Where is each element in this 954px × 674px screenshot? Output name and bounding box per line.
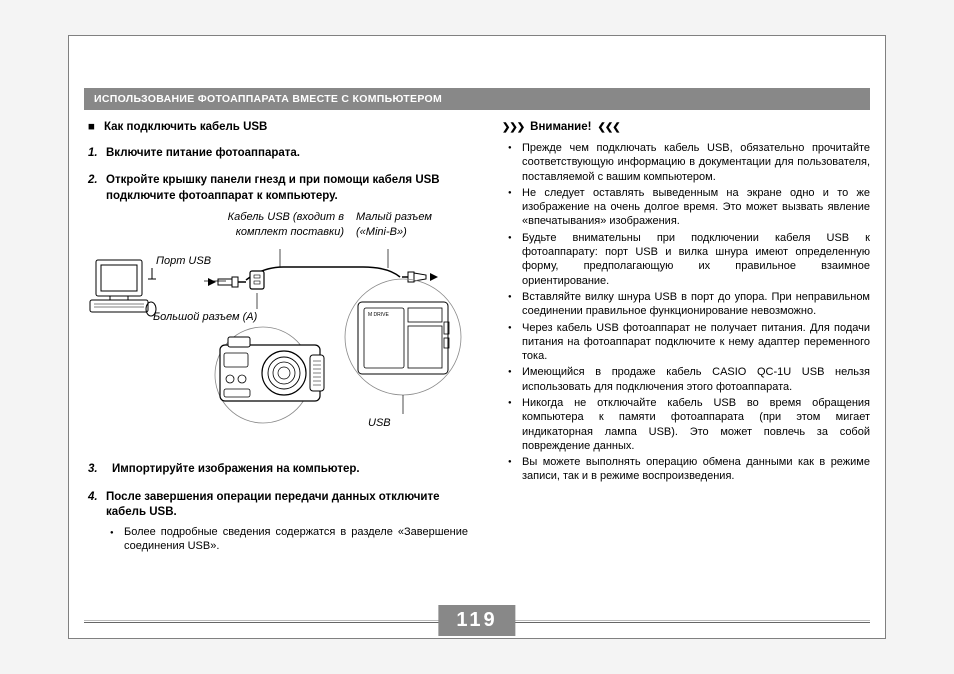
step-1: 1. Включите питание фотоаппарата. — [88, 146, 468, 162]
connection-diagram: Кабель USB (входит в комплект поставки) … — [88, 212, 468, 442]
attention-right-icon: ❮❮❮ — [597, 121, 619, 134]
page-number-text: 119 — [456, 609, 497, 631]
bullet-item: Имеющийся в продаже кабель CASIO QC-1U U… — [522, 365, 870, 394]
camera-topview-icon: M DRIVE — [338, 282, 468, 427]
step-4: 4. После завершения операции передачи да… — [88, 490, 468, 521]
left-column: ■ Как подключить кабель USB 1. Включите … — [88, 120, 468, 554]
step-4-detail-item: Более подробные сведения содержатся в ра… — [124, 525, 468, 555]
attention-left-icon: ❯❯❯ — [502, 121, 524, 134]
svg-text:M DRIVE: M DRIVE — [368, 312, 390, 318]
step-4-detail-list: Более подробные сведения содержатся в ра… — [88, 525, 468, 555]
step-number: 2. — [88, 173, 106, 204]
bullet-item: Вставляйте вилку шнура USB в порт до упо… — [522, 290, 870, 319]
step-3: 3. Импортируйте изображения на компьютер… — [88, 462, 468, 478]
bullet-item: Через кабель USB фотоаппарат не получает… — [522, 321, 870, 364]
bullet-item: Прежде чем подключать кабель USB, обязат… — [522, 141, 870, 184]
step-text: Откройте крышку панели гнезд и при помощ… — [106, 173, 468, 204]
attention-heading: ❯❯❯ Внимание! ❮❮❮ — [502, 120, 870, 135]
page-number: 119 — [438, 605, 515, 636]
step-number: 3. — [88, 462, 106, 478]
step-text: Импортируйте изображения на компьютер. — [106, 462, 360, 478]
bullet-item: Будьте внимательны при подключении кабел… — [522, 231, 870, 288]
subsection-title-text: Как подключить кабель USB — [104, 121, 267, 133]
attention-heading-text: Внимание! — [530, 120, 591, 135]
step-text: После завершения операции передачи данны… — [106, 490, 468, 521]
label-usb-cable: Кабель USB (входит в комплект поставки) — [214, 210, 344, 240]
step-text: Включите питание фотоаппарата. — [106, 146, 300, 162]
bullet-item: Никогда не отключайте кабель USB во врем… — [522, 396, 870, 453]
step-2: 2. Откройте крышку панели гнезд и при по… — [88, 173, 468, 204]
right-column: ❯❯❯ Внимание! ❮❮❮ Прежде чем подключать … — [502, 120, 870, 486]
attention-bullet-list: Прежде чем подключать кабель USB, обязат… — [502, 141, 870, 484]
label-small-connector: Малый разъем («Mini-B») — [356, 210, 456, 240]
section-header-text: ИСПОЛЬЗОВАНИЕ ФОТОАППАРАТА ВМЕСТЕ С КОМП… — [94, 93, 442, 105]
bullet-item: Вы можете выполнять операцию обмена данн… — [522, 455, 870, 484]
step-number: 4. — [88, 490, 106, 521]
square-bullet-icon: ■ — [88, 120, 95, 136]
bullet-item: Не следует оставлять выведенным на экран… — [522, 186, 870, 229]
computer-icon — [88, 258, 158, 323]
subsection-title: ■ Как подключить кабель USB — [88, 120, 468, 136]
step-number: 1. — [88, 146, 106, 162]
camera-sideview-icon — [208, 327, 338, 417]
section-header-bar: ИСПОЛЬЗОВАНИЕ ФОТОАППАРАТА ВМЕСТЕ С КОМП… — [84, 88, 870, 110]
